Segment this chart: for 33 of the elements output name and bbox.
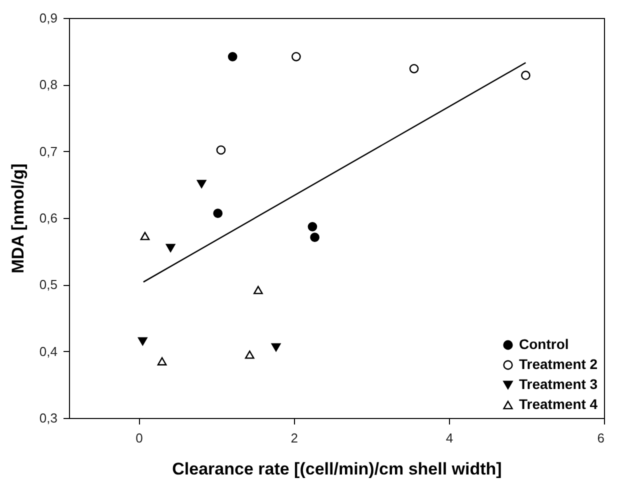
x-tick-label: 2 (290, 430, 298, 446)
x-tick-label: 0 (136, 430, 143, 446)
point (271, 343, 281, 352)
legend-label: Treatment 4 (519, 396, 598, 412)
legend-label: Control (519, 336, 569, 352)
point (244, 350, 254, 359)
point (140, 232, 150, 240)
point (138, 337, 148, 346)
y-tick-label: 0,4 (39, 344, 58, 359)
y-tick-label: 0,8 (39, 77, 58, 92)
point (196, 180, 206, 188)
y-tick-label: 0,7 (39, 144, 58, 159)
y-tick-label: 0,6 (39, 210, 58, 226)
x-axis-title: Clearance rate [(cell/min)/cm shell width] (172, 460, 502, 478)
point (166, 244, 176, 252)
point (213, 208, 223, 218)
point (228, 52, 238, 62)
x-tick-label: 6 (597, 430, 604, 446)
point (308, 222, 318, 232)
point (310, 232, 320, 242)
point (157, 357, 167, 366)
y-tick-label: 0,9 (39, 10, 58, 26)
point (292, 52, 301, 62)
legend-label: Treatment 2 (519, 356, 598, 372)
x-tick-label: 4 (446, 430, 454, 446)
y-tick-label: 0,3 (39, 410, 58, 426)
point (254, 286, 263, 294)
point (216, 145, 226, 155)
legend-label: Treatment 3 (519, 376, 598, 392)
point (521, 70, 530, 80)
y-tick-label: 0,5 (39, 277, 58, 292)
point (409, 64, 419, 74)
y-axis-title: MDA [nmol/g] (8, 164, 28, 274)
